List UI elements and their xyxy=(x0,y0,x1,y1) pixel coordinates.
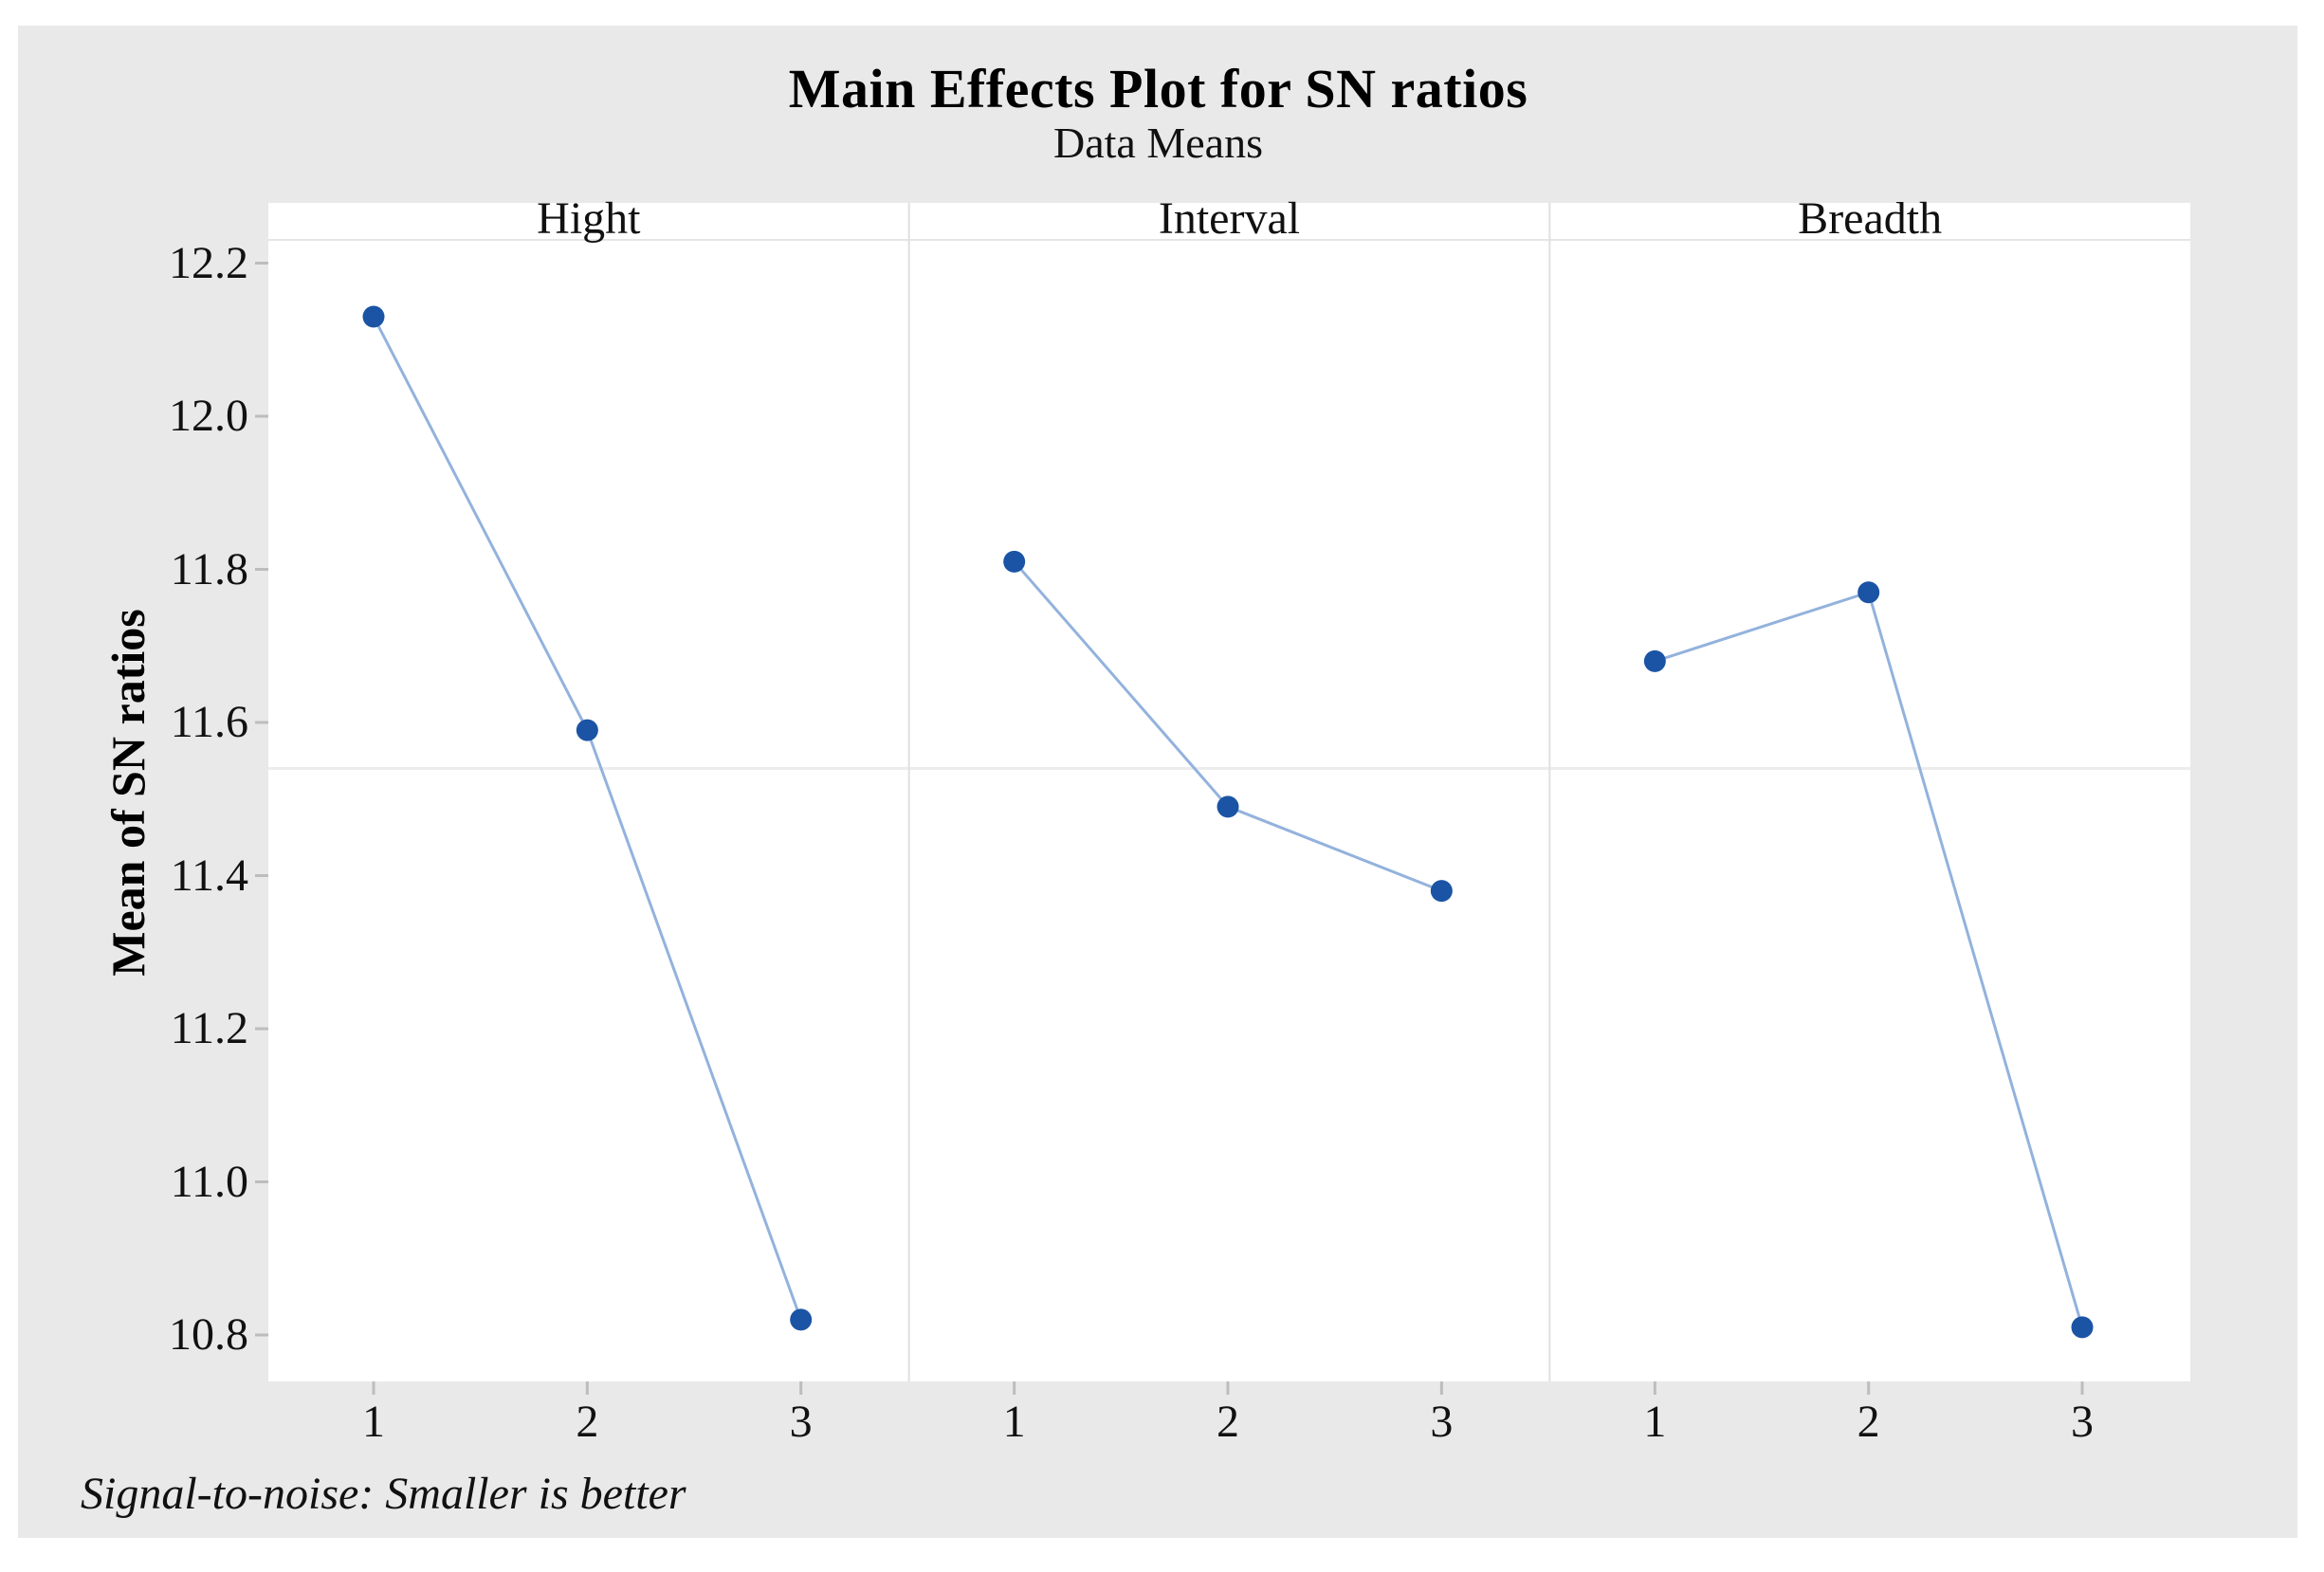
x-tick-label: 1 xyxy=(362,1397,385,1447)
y-tick-label: 11.6 xyxy=(170,697,248,747)
data-point-hight-level-1 xyxy=(362,305,385,328)
data-point-breadth-level-1 xyxy=(1643,649,1666,672)
y-tick-label: 11.2 xyxy=(170,1003,248,1053)
data-point-hight-level-3 xyxy=(790,1308,813,1331)
panel-header-hight: Hight xyxy=(537,193,641,244)
panel-header-breadth: Breadth xyxy=(1798,193,1943,244)
plot-background xyxy=(268,203,2190,1381)
y-axis-title: Mean of SN ratios xyxy=(101,609,155,977)
x-tick-label: 2 xyxy=(1857,1397,1880,1447)
data-point-breadth-level-2 xyxy=(1857,581,1880,604)
footnote: Signal-to-noise: Smaller is better xyxy=(81,1469,686,1519)
x-tick-label: 1 xyxy=(1002,1397,1026,1447)
chart-subtitle: Data Means xyxy=(1053,119,1263,167)
y-tick-label: 12.2 xyxy=(169,237,248,288)
y-tick-label: 10.8 xyxy=(169,1309,248,1360)
y-tick-label: 11.4 xyxy=(170,850,248,901)
data-point-interval-level-2 xyxy=(1217,795,1239,818)
chart-title: Main Effects Plot for SN ratios xyxy=(788,58,1528,119)
x-tick-label: 2 xyxy=(1217,1397,1239,1447)
x-tick-label: 2 xyxy=(576,1397,599,1447)
y-tick-label: 11.0 xyxy=(170,1156,248,1207)
data-point-interval-level-3 xyxy=(1430,880,1453,903)
data-point-interval-level-1 xyxy=(1003,550,1026,573)
data-point-hight-level-2 xyxy=(576,719,598,741)
x-tick-label: 1 xyxy=(1643,1397,1667,1447)
x-tick-label: 3 xyxy=(2071,1397,2094,1447)
data-point-breadth-level-3 xyxy=(2071,1316,2094,1339)
x-tick-label: 3 xyxy=(789,1397,813,1447)
x-tick-label: 3 xyxy=(1430,1397,1454,1447)
panel-header-interval: Interval xyxy=(1158,193,1301,244)
y-tick-label: 12.0 xyxy=(169,391,248,441)
y-tick-label: 11.8 xyxy=(170,543,248,594)
